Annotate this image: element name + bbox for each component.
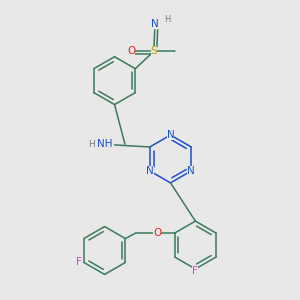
Text: S: S (151, 46, 157, 56)
Text: F: F (76, 257, 82, 268)
Text: N: N (151, 19, 159, 29)
Text: H: H (88, 140, 95, 149)
Text: F: F (193, 266, 198, 277)
Text: NH: NH (97, 140, 112, 149)
Text: O: O (127, 46, 135, 56)
Text: N: N (167, 130, 174, 140)
Text: H: H (164, 15, 170, 24)
Text: O: O (153, 228, 161, 238)
Text: N: N (188, 166, 195, 176)
Text: N: N (146, 166, 154, 176)
